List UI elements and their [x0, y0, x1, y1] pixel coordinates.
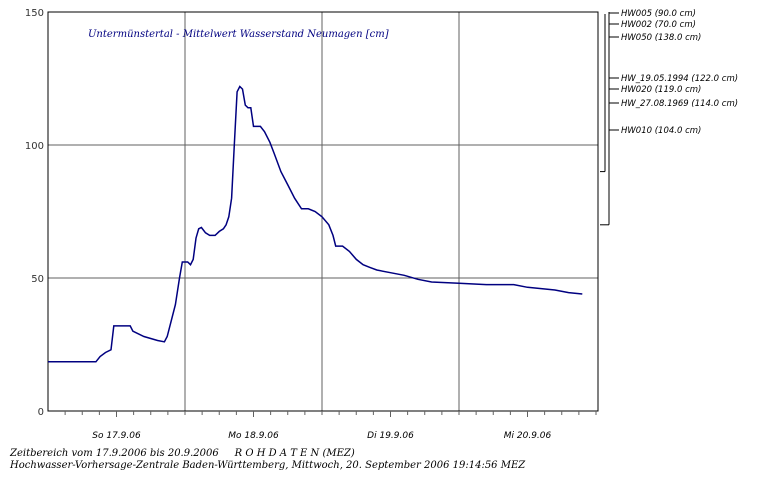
x-axis-ticks: So 17.9.06 Mo 18.9.06 Di 19.9.06 Mi 20.9.06 — [64, 411, 597, 441]
footer-source: Hochwasser-Vorhersage-Zentrale Baden-Wür… — [10, 460, 526, 471]
y-tick-label-100: 100 — [25, 141, 44, 152]
x-tick-label: Mi 20.9.06 — [504, 431, 552, 441]
chart-title: Untermünstertal - Mittelwert Wasserstand… — [88, 29, 389, 40]
footer-date-range: Zeitbereich vom 17.9.2006 bis 20.9.2006 … — [10, 448, 355, 459]
threshold-markers: HW005 (90.0 cm)HW002 (70.0 cm) HW050 (138… — [600, 9, 738, 226]
y-tick-label-0: 0 — [38, 407, 44, 418]
grid-lines — [48, 12, 598, 411]
y-axis-ticks: 0 50 100 150 — [25, 8, 44, 418]
y-tick-label-150: 150 — [25, 8, 44, 19]
plot-frame — [47, 11, 599, 412]
threshold-label: HW_19.05.1994 (122.0 cm) — [621, 74, 738, 84]
x-tick-label: So 17.9.06 — [92, 431, 141, 441]
threshold-label: HW_27.08.1969 (114.0 cm) — [621, 99, 738, 109]
x-tick-label: Di 19.9.06 — [367, 431, 414, 441]
threshold-label: HW005 (90.0 cm) — [621, 9, 696, 19]
series-line-wasserstand — [48, 85, 583, 363]
y-tick-label-50: 50 — [31, 274, 44, 285]
threshold-label: HW002 (70.0 cm) — [621, 20, 696, 30]
x-tick-label: Mo 18.9.06 — [228, 431, 279, 441]
threshold-label: HW050 (138.0 cm) — [621, 33, 701, 43]
threshold-label: HW020 (119.0 cm) — [621, 85, 701, 95]
threshold-label: HW010 (104.0 cm) — [621, 126, 701, 136]
